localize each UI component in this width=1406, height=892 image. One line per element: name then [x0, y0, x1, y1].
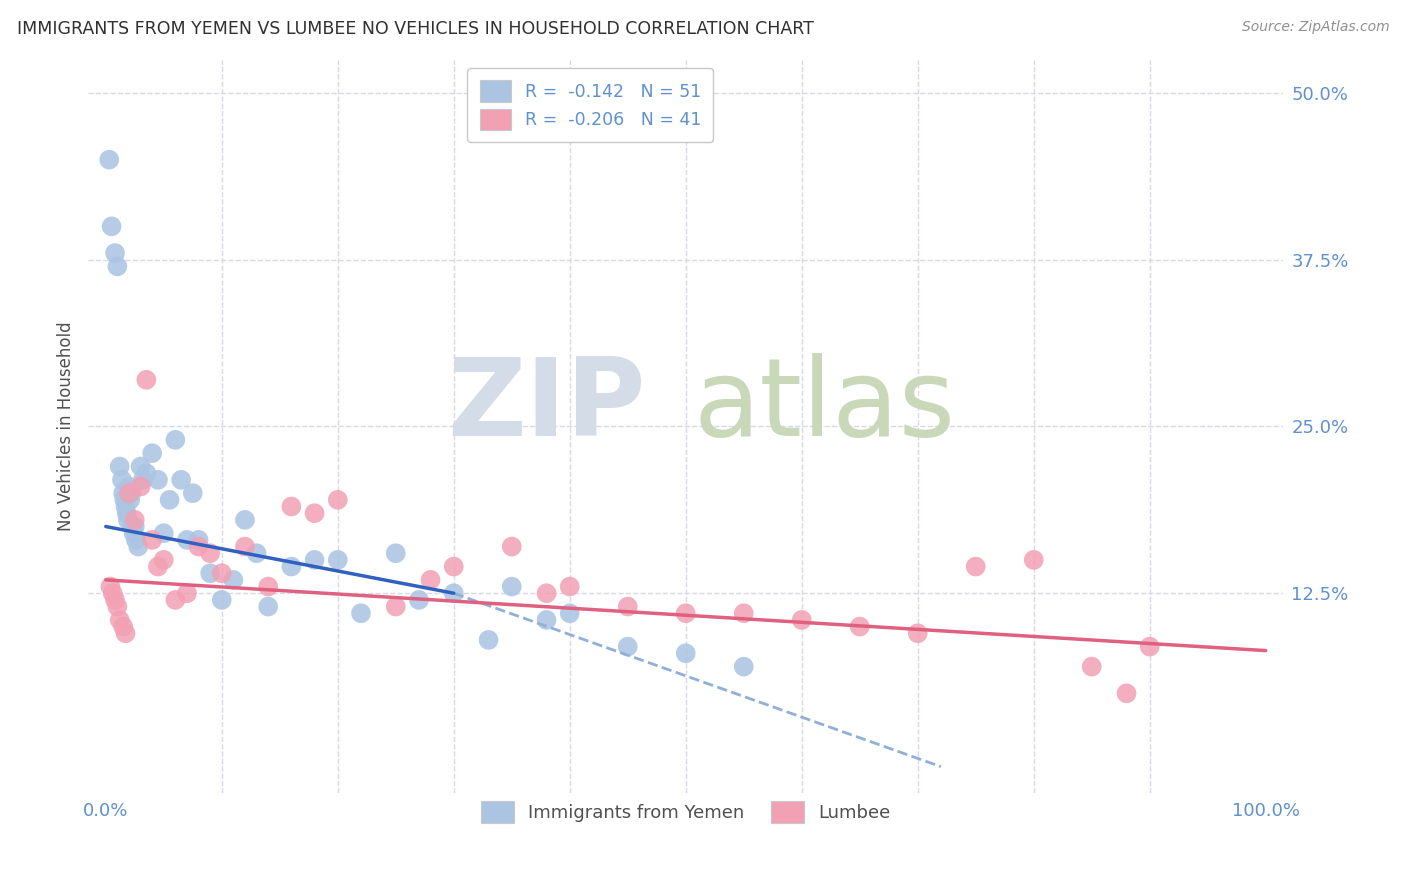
Point [304, 553, 326, 567]
Point [675, 606, 697, 620]
Point [222, 573, 245, 587]
Point [112, 486, 135, 500]
Point [114, 500, 136, 514]
Point [108, 613, 131, 627]
Point [477, 632, 499, 647]
Point [257, 580, 280, 594]
Y-axis label: No Vehicles in Household: No Vehicles in Household [58, 322, 75, 532]
Point [907, 626, 929, 640]
Point [125, 533, 148, 547]
Point [733, 606, 755, 620]
Point [616, 599, 638, 614]
Point [100, 219, 122, 234]
Point [129, 459, 152, 474]
Point [443, 559, 465, 574]
Point [233, 540, 256, 554]
Point [198, 546, 221, 560]
Point [121, 519, 143, 533]
Point [187, 533, 209, 547]
Point [120, 486, 142, 500]
Point [118, 479, 141, 493]
Point [115, 506, 138, 520]
Point [280, 500, 302, 514]
Text: ZIP: ZIP [447, 353, 645, 459]
Point [198, 566, 221, 581]
Point [326, 553, 349, 567]
Point [616, 640, 638, 654]
Point [105, 260, 128, 274]
Point [104, 593, 127, 607]
Point [100, 580, 122, 594]
Point [501, 580, 523, 594]
Point [558, 606, 581, 620]
Point [112, 492, 135, 507]
Point [558, 580, 581, 594]
Point [384, 599, 406, 614]
Point [104, 246, 127, 260]
Point [98, 153, 121, 167]
Point [326, 492, 349, 507]
Point [1139, 640, 1161, 654]
Point [1022, 553, 1045, 567]
Point [152, 553, 174, 567]
Point [443, 586, 465, 600]
Point [176, 586, 198, 600]
Point [245, 546, 267, 560]
Point [129, 479, 152, 493]
Point [122, 526, 145, 541]
Point [120, 492, 142, 507]
Point [135, 373, 157, 387]
Point [211, 593, 233, 607]
Point [152, 526, 174, 541]
Point [170, 473, 193, 487]
Point [117, 513, 139, 527]
Point [187, 540, 209, 554]
Text: IMMIGRANTS FROM YEMEN VS LUMBEE NO VEHICLES IN HOUSEHOLD CORRELATION CHART: IMMIGRANTS FROM YEMEN VS LUMBEE NO VEHIC… [17, 20, 814, 37]
Point [114, 626, 136, 640]
Point [848, 619, 870, 633]
Point [146, 559, 169, 574]
Point [536, 613, 558, 627]
Point [965, 559, 987, 574]
Point [181, 486, 204, 500]
Point [350, 606, 373, 620]
Point [233, 513, 256, 527]
Point [135, 466, 157, 480]
Text: Source: ZipAtlas.com: Source: ZipAtlas.com [1241, 20, 1389, 34]
Point [124, 513, 146, 527]
Point [280, 559, 302, 574]
Point [304, 506, 326, 520]
Point [101, 586, 124, 600]
Point [176, 533, 198, 547]
Point [408, 593, 430, 607]
Point [141, 533, 163, 547]
Point [141, 446, 163, 460]
Point [675, 646, 697, 660]
Point [1080, 659, 1102, 673]
Point [733, 659, 755, 673]
Point [536, 586, 558, 600]
Point [111, 473, 134, 487]
Point [108, 459, 131, 474]
Point [118, 486, 141, 500]
Text: atlas: atlas [695, 353, 956, 459]
Point [127, 540, 149, 554]
Point [112, 619, 135, 633]
Point [384, 546, 406, 560]
Point [211, 566, 233, 581]
Point [132, 473, 155, 487]
Point [1115, 686, 1137, 700]
Point [419, 573, 441, 587]
Point [257, 599, 280, 614]
Point [501, 540, 523, 554]
Point [146, 473, 169, 487]
Legend: Immigrants from Yemen, Lumbee: Immigrants from Yemen, Lumbee [468, 789, 903, 836]
Point [165, 593, 187, 607]
Point [105, 599, 128, 614]
Point [124, 519, 146, 533]
Point [165, 433, 187, 447]
Point [790, 613, 813, 627]
Point [159, 492, 181, 507]
